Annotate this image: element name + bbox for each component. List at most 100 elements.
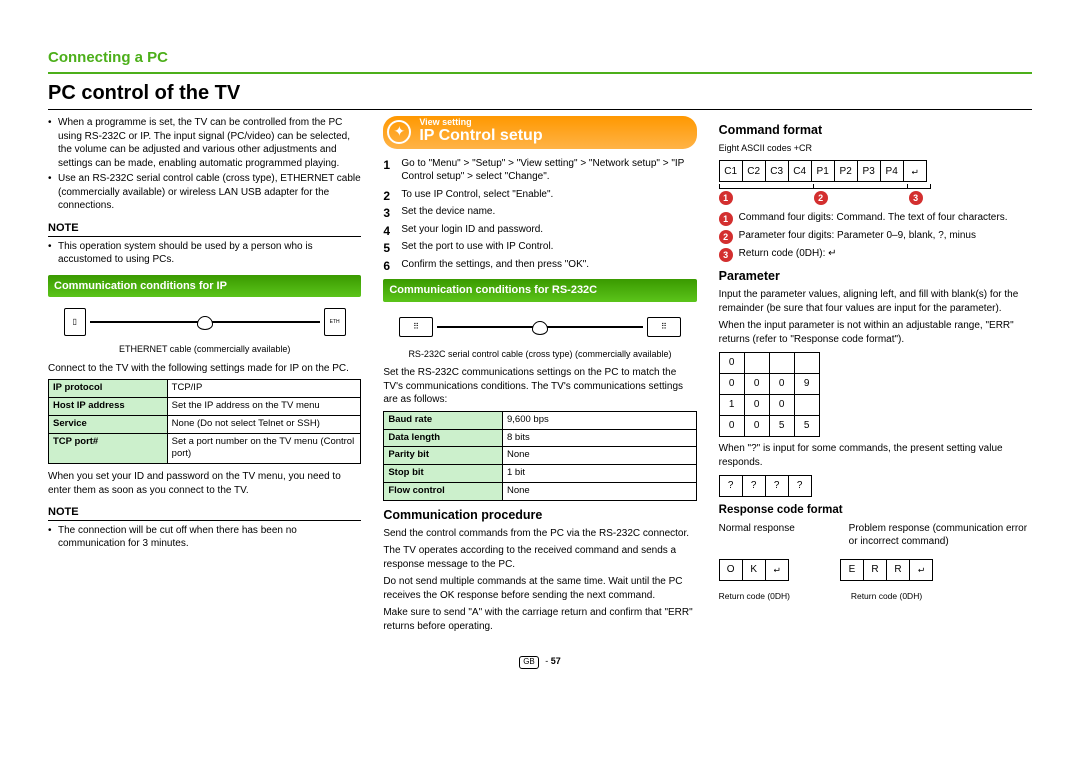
comm-procedure-heading: Communication procedure: [383, 507, 696, 524]
legend-list: 1 Command four digits: Command. The text …: [719, 211, 1032, 262]
return-cell: ↵: [765, 559, 789, 581]
table-row: Data length8 bits: [384, 429, 696, 447]
grid-cell: [744, 352, 770, 374]
grid-cell: 0: [769, 394, 795, 416]
cmd-cell: P3: [857, 160, 881, 182]
ip-control-setup-bar: ✦ View setting IP Control setup: [383, 116, 696, 149]
section-bar-ip: Communication conditions for IP: [48, 275, 361, 298]
cmd-cell: P1: [811, 160, 835, 182]
grid-cell: 5: [769, 415, 795, 437]
section-bar-rs232c: Communication conditions for RS-232C: [383, 279, 696, 302]
serial-port-icon: ⠿: [399, 317, 433, 337]
dot-3-icon: 3: [719, 248, 733, 262]
paragraph: When you set your ID and password on the…: [48, 470, 361, 497]
resp-cell: R: [863, 559, 887, 581]
table-cell: None: [503, 447, 697, 465]
table-cell: Set a port number on the TV menu (Contro…: [167, 433, 361, 464]
view-setting-label: View setting: [419, 118, 542, 127]
return-cell: ↵: [903, 160, 927, 182]
resp-cell: O: [719, 559, 743, 581]
dot-3-icon: 3: [909, 191, 923, 205]
dot-row: 1 2 3: [719, 191, 1032, 205]
page-header: Connecting a PC: [48, 48, 1032, 74]
return-cell: ↵: [909, 559, 933, 581]
page-number: 57: [551, 656, 561, 666]
cmd-cell: C1: [719, 160, 743, 182]
grid-cell: ?: [765, 475, 789, 497]
note-list: This operation system should be used by …: [48, 240, 361, 267]
table-head: TCP port#: [49, 433, 168, 464]
lan-port-icon: ▯: [64, 308, 86, 336]
table-cell: TCP/IP: [167, 380, 361, 398]
table-cell: 9,600 bps: [503, 411, 697, 429]
cable-line-icon: [90, 321, 320, 323]
table-cell: None: [503, 483, 697, 501]
paragraph: Input the parameter values, aligning lef…: [719, 288, 1032, 315]
column-middle: ✦ View setting IP Control setup Go to "M…: [383, 116, 696, 637]
step: Set the device name.: [383, 205, 696, 219]
dot-1-icon: 1: [719, 212, 733, 226]
table-row: Flow controlNone: [384, 483, 696, 501]
parameter-grid: 0 0009 100 0055: [719, 352, 1032, 437]
cmd-cell: C2: [742, 160, 766, 182]
return-code-label: Return code (0DH): [719, 591, 790, 602]
table-row: Parity bitNone: [384, 447, 696, 465]
ip-control-title: IP Control setup: [419, 127, 542, 145]
paragraph: When the input parameter is not within a…: [719, 319, 1032, 346]
table-row: TCP port#Set a port number on the TV men…: [49, 433, 361, 464]
cmd-cell: P4: [880, 160, 904, 182]
serial-port-icon: ⠿: [647, 317, 681, 337]
table-head: Flow control: [384, 483, 503, 501]
setup-steps: Go to "Menu" > "Setup" > "View setting" …: [383, 157, 696, 272]
ethernet-port-icon: ETH: [324, 308, 346, 336]
question-grid: ? ? ? ?: [719, 475, 1032, 497]
note-list: The connection will be cut off when ther…: [48, 524, 361, 551]
note-heading: NOTE: [48, 221, 361, 237]
response-examples: O K ↵ Return code (0DH) E R R ↵ Return c…: [719, 553, 1032, 602]
wrench-icon: ✦: [387, 120, 411, 144]
table-head: Service: [49, 415, 168, 433]
bullet: When a programme is set, the TV can be c…: [48, 116, 361, 170]
column-left: When a programme is set, the TV can be c…: [48, 116, 361, 637]
legend-text: Command four digits: Command. The text o…: [739, 211, 1008, 225]
grid-cell: [794, 352, 820, 374]
grid-cell: ?: [788, 475, 812, 497]
normal-response-label: Normal response: [719, 522, 829, 549]
table-cell: Set the IP address on the TV menu: [167, 397, 361, 415]
rs232c-table: Baud rate9,600 bps Data length8 bits Par…: [383, 411, 696, 501]
grid-cell: 0: [744, 415, 770, 437]
command-cells: C1 C2 C3 C4 P1 P2 P3 P4 ↵: [719, 160, 1032, 182]
note-heading: NOTE: [48, 505, 361, 521]
step: To use IP Control, select "Enable".: [383, 188, 696, 202]
step: Go to "Menu" > "Setup" > "View setting" …: [383, 157, 696, 184]
resp-cell: E: [840, 559, 864, 581]
diagram-caption: RS-232C serial control cable (cross type…: [383, 348, 696, 360]
lang-badge: GB: [519, 656, 539, 669]
grid-cell: 0: [744, 373, 770, 395]
grid-cell: [769, 352, 795, 374]
grid-cell: 5: [794, 415, 820, 437]
grid-cell: 0: [744, 394, 770, 416]
paragraph: Connect to the TV with the following set…: [48, 362, 361, 376]
parameter-heading: Parameter: [719, 268, 1032, 285]
page-title: PC control of the TV: [48, 80, 1032, 110]
note-item: The connection will be cut off when ther…: [48, 524, 361, 551]
page-footer: GB - 57: [48, 655, 1032, 669]
grid-cell: 1: [719, 394, 745, 416]
note-item: This operation system should be used by …: [48, 240, 361, 267]
table-row: IP protocolTCP/IP: [49, 380, 361, 398]
response-code-heading: Response code format: [719, 503, 1032, 519]
grid-cell: [794, 394, 820, 416]
problem-response-label: Problem response (communication error or…: [849, 522, 1032, 549]
step: Set your login ID and password.: [383, 223, 696, 237]
grid-cell: 9: [794, 373, 820, 395]
grid-cell: 0: [769, 373, 795, 395]
table-head: Data length: [384, 429, 503, 447]
legend-text: Parameter four digits: Parameter 0–9, bl…: [739, 229, 976, 243]
cable-line-icon: [437, 326, 643, 328]
bullet: Use an RS-232C serial control cable (cro…: [48, 172, 361, 213]
cmd-cell: P2: [834, 160, 858, 182]
grid-cell: 0: [719, 352, 745, 374]
table-head: IP protocol: [49, 380, 168, 398]
grid-cell: 0: [719, 373, 745, 395]
